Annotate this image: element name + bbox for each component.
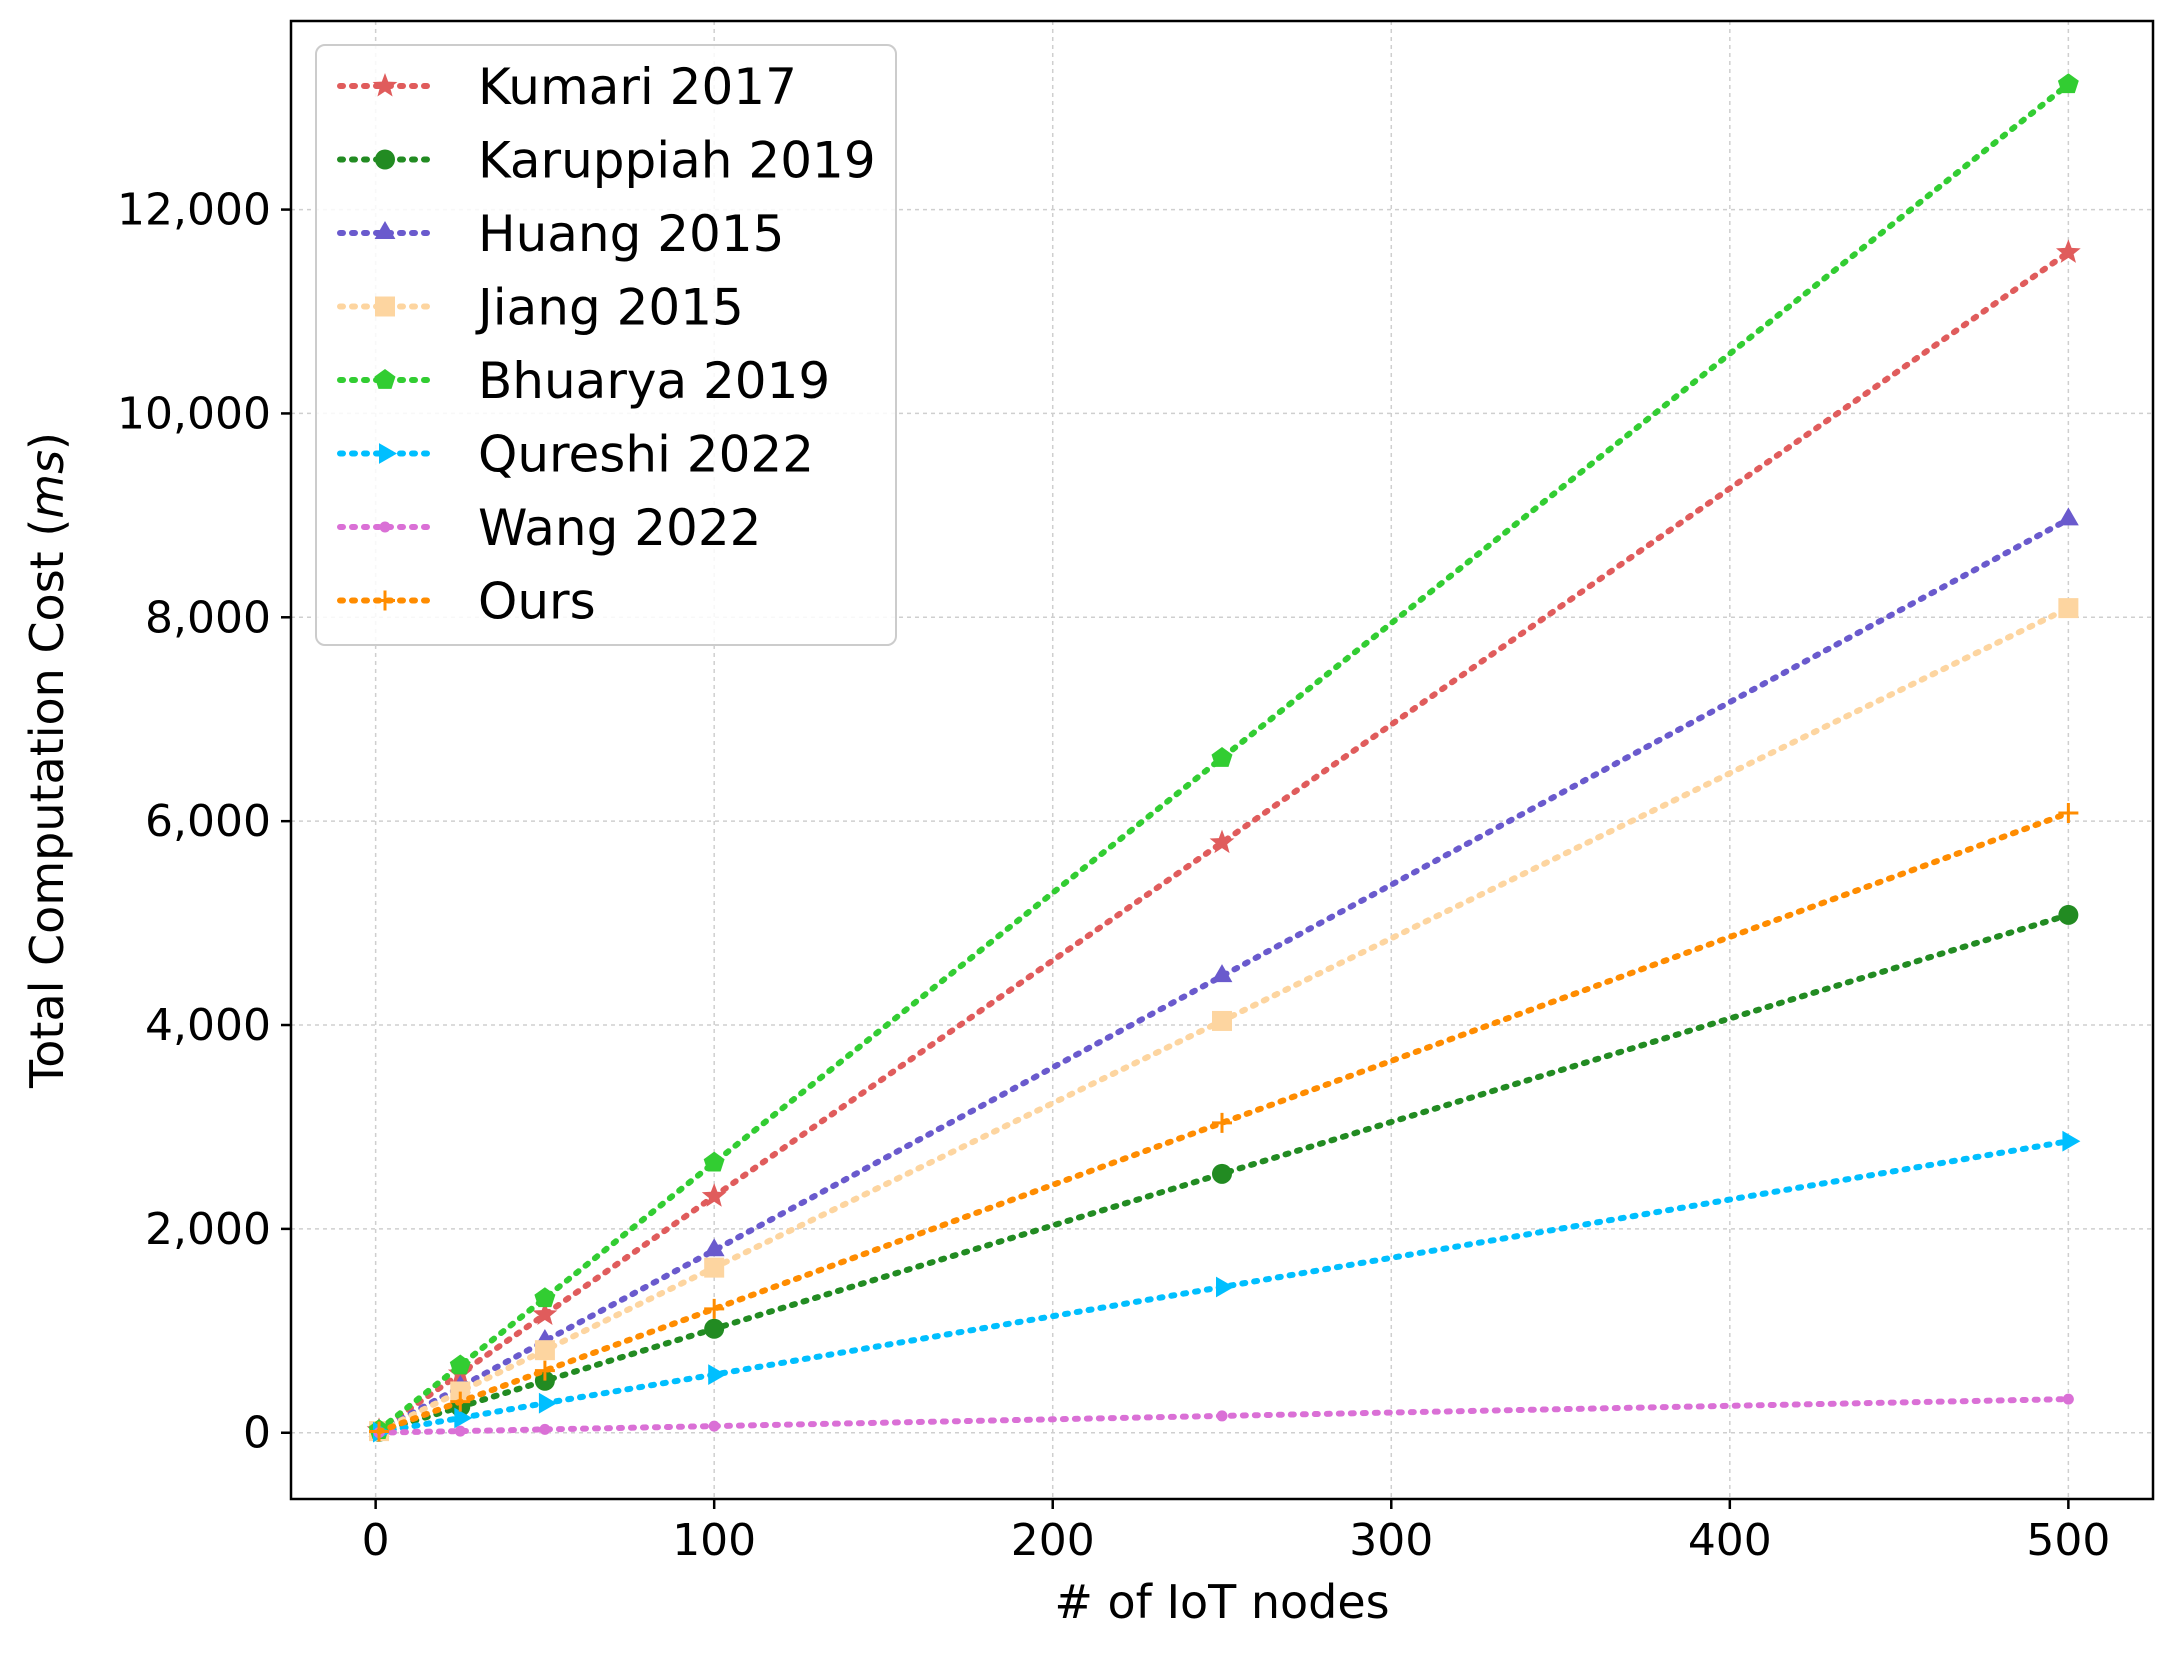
data-point bbox=[534, 1287, 556, 1308]
y-axis-label: Total Computation Cost (ms) bbox=[20, 432, 74, 1089]
series-line bbox=[376, 605, 2072, 1435]
data-point bbox=[532, 1301, 558, 1325]
legend-entry: Ours bbox=[337, 573, 596, 631]
legend-label: Bhuarya 2019 bbox=[478, 352, 830, 410]
data-point bbox=[2058, 803, 2079, 824]
legend-entry: Huang 2015 bbox=[337, 205, 785, 263]
data-point bbox=[534, 1340, 555, 1361]
data-point bbox=[2062, 1130, 2081, 1152]
data-point bbox=[2058, 904, 2079, 925]
data-point bbox=[1211, 747, 1233, 767]
y-axis-label-prefix: Total Computation Cost ( bbox=[20, 519, 74, 1089]
legend-marker bbox=[375, 149, 395, 170]
legend-label: Qureshi 2022 bbox=[478, 426, 814, 484]
legend-entry: Karuppiah 2019 bbox=[337, 132, 876, 190]
legend: Kumari 2017 Karuppiah 2019 Huang 2015 Jiang… bbox=[315, 44, 897, 646]
x-tick-label: 400 bbox=[1688, 1515, 1772, 1566]
y-tick-label: 6,000 bbox=[145, 796, 271, 847]
data-point bbox=[2057, 73, 2079, 94]
y-tick-label: 8,000 bbox=[145, 592, 271, 643]
series-line bbox=[376, 810, 2072, 1435]
data-point bbox=[701, 1183, 727, 1207]
data-point bbox=[1216, 1276, 1234, 1298]
data-point bbox=[2058, 598, 2079, 619]
y-tick-label: 2,000 bbox=[145, 1204, 271, 1255]
x-tick-label: 200 bbox=[1011, 1515, 1095, 1566]
legend-entry: Kumari 2017 bbox=[337, 58, 797, 116]
data-point bbox=[704, 1318, 725, 1339]
legend-entry: Bhuarya 2019 bbox=[337, 352, 830, 410]
legend-marker bbox=[374, 369, 396, 389]
data-point bbox=[534, 1360, 555, 1381]
legend-entry: Qureshi 2022 bbox=[337, 426, 814, 484]
legend-label: Huang 2015 bbox=[478, 205, 785, 263]
legend-entry: Wang 2022 bbox=[337, 499, 761, 557]
data-point bbox=[1211, 964, 1233, 983]
y-tick-label: 10,000 bbox=[117, 388, 271, 439]
data-point bbox=[1209, 829, 1235, 854]
data-point bbox=[534, 1370, 555, 1391]
y-axis-label-suffix: ) bbox=[20, 432, 74, 450]
data-point bbox=[704, 1298, 725, 1319]
data-point bbox=[450, 1381, 471, 1402]
y-tick-label: 4,000 bbox=[145, 1000, 271, 1051]
legend-marker bbox=[375, 590, 395, 611]
legend-marker bbox=[379, 443, 397, 464]
legend-label: Ours bbox=[478, 573, 596, 631]
legend-entries: Kumari 2017 Karuppiah 2019 Huang 2015 Jiang… bbox=[337, 58, 876, 631]
data-point bbox=[703, 1151, 725, 1172]
legend-label: Wang 2022 bbox=[478, 499, 761, 557]
plot-frame bbox=[289, 19, 2155, 1501]
data-point bbox=[708, 1364, 727, 1385]
data-point bbox=[1212, 1163, 1232, 1184]
y-tick-label: 0 bbox=[243, 1408, 271, 1459]
data-point bbox=[703, 1238, 725, 1257]
legend-label: Jiang 2015 bbox=[475, 279, 744, 337]
legend-marker bbox=[372, 73, 398, 97]
data-point bbox=[449, 1354, 471, 1375]
data-point bbox=[538, 1392, 557, 1414]
legend-marker bbox=[374, 221, 396, 239]
legend-label: Kumari 2017 bbox=[478, 58, 797, 116]
y-axis-label-unit: ms bbox=[20, 450, 74, 519]
series-line bbox=[376, 81, 2072, 1434]
data-point bbox=[1212, 1112, 1232, 1133]
data-point bbox=[2056, 239, 2081, 263]
series-line bbox=[376, 911, 2072, 1435]
data-point bbox=[454, 1425, 466, 1437]
series-layer bbox=[366, 73, 2081, 1443]
data-point bbox=[2058, 507, 2079, 526]
series-line bbox=[376, 249, 2072, 1434]
data-point bbox=[1212, 1010, 1232, 1031]
data-point bbox=[450, 1391, 471, 1412]
data-point bbox=[2062, 1393, 2074, 1405]
series-line bbox=[376, 1138, 2072, 1436]
legend-marker bbox=[379, 521, 391, 533]
legend-entry: Jiang 2015 bbox=[337, 279, 744, 337]
x-tick-label: 300 bbox=[1349, 1515, 1433, 1566]
data-point bbox=[1216, 1410, 1228, 1422]
data-point bbox=[454, 1407, 473, 1429]
x-axis-label: # of IoT nodes bbox=[1054, 1575, 1389, 1629]
data-point bbox=[369, 1421, 390, 1442]
data-point bbox=[704, 1257, 725, 1278]
legend-marker bbox=[375, 296, 395, 317]
data-point bbox=[708, 1420, 720, 1432]
x-tick-label: 0 bbox=[362, 1515, 390, 1566]
legend-box bbox=[315, 44, 897, 646]
series-group bbox=[369, 803, 2079, 1442]
series-line bbox=[376, 516, 2072, 1434]
data-point bbox=[539, 1423, 551, 1435]
y-tick-label: 12,000 bbox=[117, 185, 271, 236]
series-line bbox=[376, 1396, 2072, 1436]
x-tick-label: 100 bbox=[672, 1515, 756, 1566]
axis-ticks: 0 100 200 300 400 500 0 2,000 4,000 6,000 8,000 10,… bbox=[117, 185, 2110, 1566]
legend-label: Karuppiah 2019 bbox=[478, 132, 876, 190]
series-group bbox=[373, 1393, 2074, 1439]
x-tick-label: 500 bbox=[2026, 1515, 2110, 1566]
